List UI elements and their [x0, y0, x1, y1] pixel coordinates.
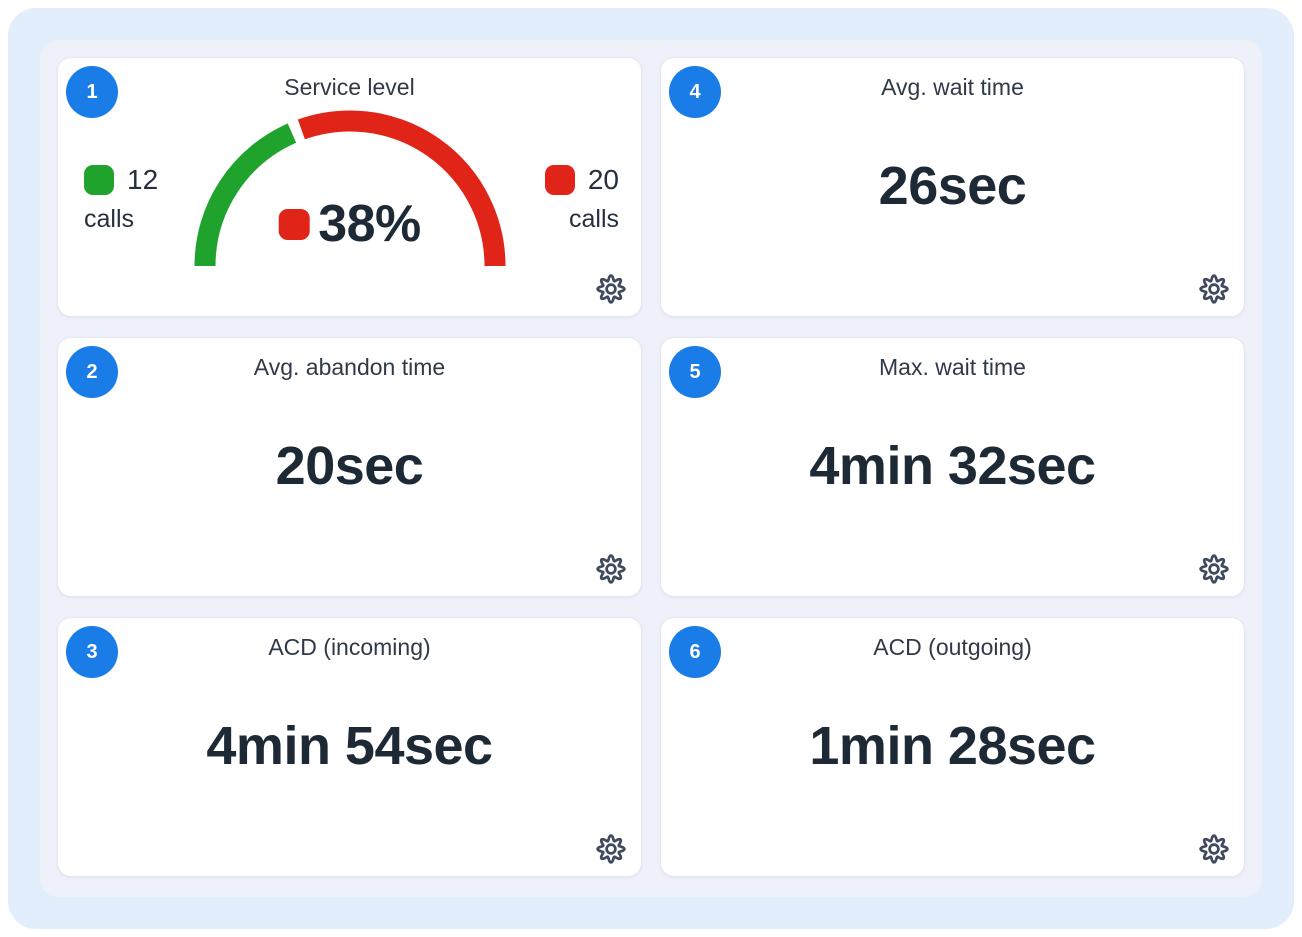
widget-number-badge: 1	[66, 66, 118, 118]
gear-icon[interactable]	[594, 552, 628, 586]
widget-number-badge: 5	[669, 346, 721, 398]
widget-avg-abandon-time: 2 Avg. abandon time 20sec	[57, 337, 642, 597]
gear-icon[interactable]	[1197, 272, 1231, 306]
widget-value: 26sec	[878, 155, 1027, 216]
widget-number-badge: 4	[669, 66, 721, 118]
service-level-percent: 38%	[318, 195, 421, 253]
widget-acd-outgoing: 6 ACD (outgoing) 1min 28sec	[660, 617, 1245, 877]
widget-value: 4min 32sec	[809, 435, 1096, 496]
widget-value: 20sec	[275, 435, 424, 496]
red-square-icon	[544, 165, 575, 195]
widget-service-level: 1 Service level 38% 12 calls	[57, 57, 642, 317]
widget-value: 4min 54sec	[206, 715, 493, 776]
widget-number-badge: 6	[669, 626, 721, 678]
gauge-red-arc	[297, 110, 505, 267]
service-level-gauge	[194, 110, 505, 267]
gauge-center-label: 38%	[278, 194, 421, 254]
gauge-legend-missed: 20 calls	[544, 164, 619, 234]
gear-icon[interactable]	[594, 832, 628, 866]
gear-icon[interactable]	[1197, 832, 1231, 866]
gauge-legend-answered: 12 calls	[84, 164, 158, 234]
widget-number-badge: 3	[66, 626, 118, 678]
widget-max-wait-time: 5 Max. wait time 4min 32sec	[660, 337, 1245, 597]
gear-icon[interactable]	[594, 272, 628, 306]
widgets-panel: 1 Service level 38% 12 calls	[40, 40, 1262, 897]
widget-avg-wait-time: 4 Avg. wait time 26sec	[660, 57, 1245, 317]
widget-title: Avg. wait time	[881, 74, 1024, 100]
widget-title: Max. wait time	[879, 354, 1026, 380]
green-square-icon	[84, 165, 114, 195]
widget-title: Service level	[284, 74, 415, 100]
dashboard-outer-container: 1 Service level 38% 12 calls	[8, 8, 1294, 929]
legend-left-value: 12	[127, 164, 159, 195]
widget-value: 1min 28sec	[809, 715, 1096, 776]
widget-title: Avg. abandon time	[253, 354, 446, 380]
legend-left-label: calls	[84, 205, 135, 233]
widget-acd-incoming: 3 ACD (incoming) 4min 54sec	[57, 617, 642, 877]
legend-right-value: 20	[587, 164, 619, 195]
widget-title: ACD (outgoing)	[873, 634, 1032, 660]
gauge-green-arc	[194, 123, 296, 267]
widget-title: ACD (incoming)	[268, 634, 431, 660]
widgets-grid: 1 Service level 38% 12 calls	[57, 57, 1245, 877]
red-square-icon	[278, 208, 310, 240]
widget-number-badge: 2	[66, 346, 118, 398]
legend-right-label: calls	[568, 205, 619, 233]
gear-icon[interactable]	[1197, 552, 1231, 586]
